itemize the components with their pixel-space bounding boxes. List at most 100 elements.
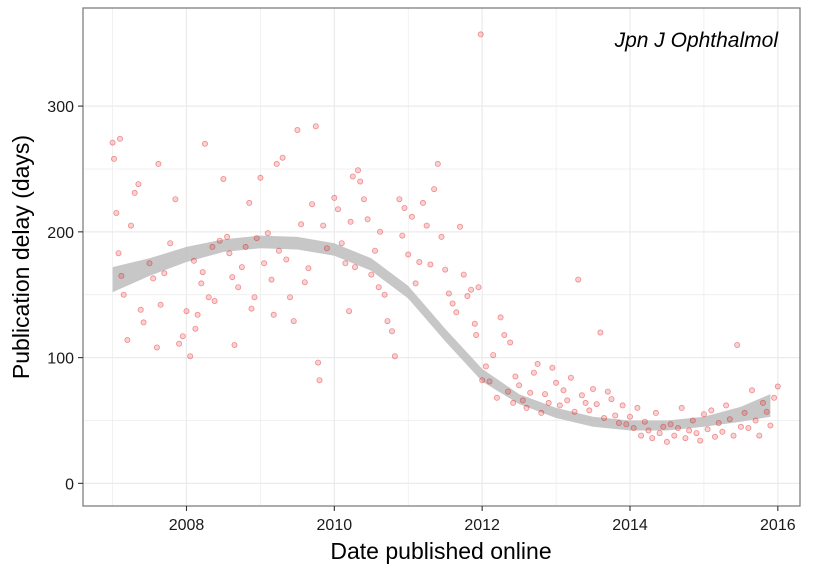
data-point [137, 306, 144, 313]
data-point [357, 178, 364, 185]
data-point [490, 352, 497, 359]
data-point [571, 408, 578, 415]
data-point [301, 279, 308, 286]
data-point [199, 269, 206, 276]
data-point [675, 424, 682, 431]
data-point [597, 329, 604, 336]
data-point [419, 199, 426, 206]
data-point [504, 388, 511, 395]
data-point [235, 284, 242, 291]
data-point [124, 336, 131, 343]
data-point [294, 127, 301, 134]
data-point [719, 428, 726, 435]
data-point [553, 379, 560, 386]
data-point [388, 328, 395, 335]
annotation-label: Jpn J Ophthalmol [614, 29, 780, 52]
data-point [113, 209, 120, 216]
data-point [273, 160, 280, 167]
data-point [449, 300, 456, 307]
data-point [364, 216, 371, 223]
data-point [231, 341, 238, 348]
data-point [493, 394, 500, 401]
data-point [401, 204, 408, 211]
data-point [120, 291, 127, 298]
y-tick-label: 200 [47, 225, 74, 242]
data-point [464, 292, 471, 299]
data-point [431, 186, 438, 193]
data-point [315, 359, 322, 366]
data-point [290, 318, 297, 325]
data-point [251, 294, 258, 301]
x-axis-ticks: 2008 2010 2012 2014 2016 [169, 506, 796, 534]
data-point [663, 438, 670, 445]
data-point [460, 271, 467, 278]
data-point [619, 402, 626, 409]
data-point [523, 404, 530, 411]
data-point [153, 344, 160, 351]
data-point [477, 31, 484, 38]
data-point [634, 404, 641, 411]
data-point [399, 232, 406, 239]
data-point [351, 264, 358, 271]
data-point [375, 284, 382, 291]
x-tick-label: 2010 [317, 517, 353, 534]
panel-border [82, 7, 801, 507]
data-point [242, 243, 249, 250]
data-point [349, 173, 356, 180]
data-point [183, 308, 190, 315]
y-tick-label: 0 [65, 476, 74, 493]
y-axis-ticks: 0 100 200 300 [47, 99, 83, 493]
data-point [510, 399, 517, 406]
data-point [704, 426, 711, 433]
data-point [678, 404, 685, 411]
data-point [155, 160, 162, 167]
data-point [226, 250, 233, 257]
data-point [582, 399, 589, 406]
data-point [150, 275, 157, 282]
data-point [338, 240, 345, 247]
data-point [118, 272, 125, 279]
data-point [109, 139, 116, 146]
data-point [745, 424, 752, 431]
data-point [360, 196, 367, 203]
data-point [567, 374, 574, 381]
data-point [737, 423, 744, 430]
data-point [305, 265, 312, 272]
data-point [641, 418, 648, 425]
data-point [438, 233, 445, 240]
data-point [427, 261, 434, 268]
data-point [530, 369, 537, 376]
data-point [512, 373, 519, 380]
data-point [135, 181, 142, 188]
smooth-band-layer [112, 235, 771, 431]
data-point [479, 377, 486, 384]
data-point [756, 432, 763, 439]
data-point [190, 257, 197, 264]
data-point [534, 360, 541, 367]
data-point [652, 409, 659, 416]
data-point [211, 297, 218, 304]
data-point [408, 213, 415, 220]
data-point [575, 276, 582, 283]
data-point [412, 280, 419, 287]
data-point [172, 196, 179, 203]
x-tick-label: 2008 [169, 517, 205, 534]
data-point [286, 294, 293, 301]
data-point [604, 388, 611, 395]
data-point [111, 155, 118, 162]
data-point [697, 437, 704, 444]
data-point [453, 309, 460, 316]
data-point [708, 407, 715, 414]
data-point [368, 271, 375, 278]
smooth-confidence-band [112, 235, 771, 431]
data-point [253, 235, 260, 242]
data-point [216, 237, 223, 244]
y-tick-label: 100 [47, 351, 74, 368]
data-point [261, 260, 268, 267]
data-point [623, 421, 630, 428]
data-point [238, 264, 245, 271]
data-point [416, 258, 423, 265]
data-point [645, 427, 652, 434]
data-point [279, 154, 286, 161]
data-point [475, 284, 482, 291]
